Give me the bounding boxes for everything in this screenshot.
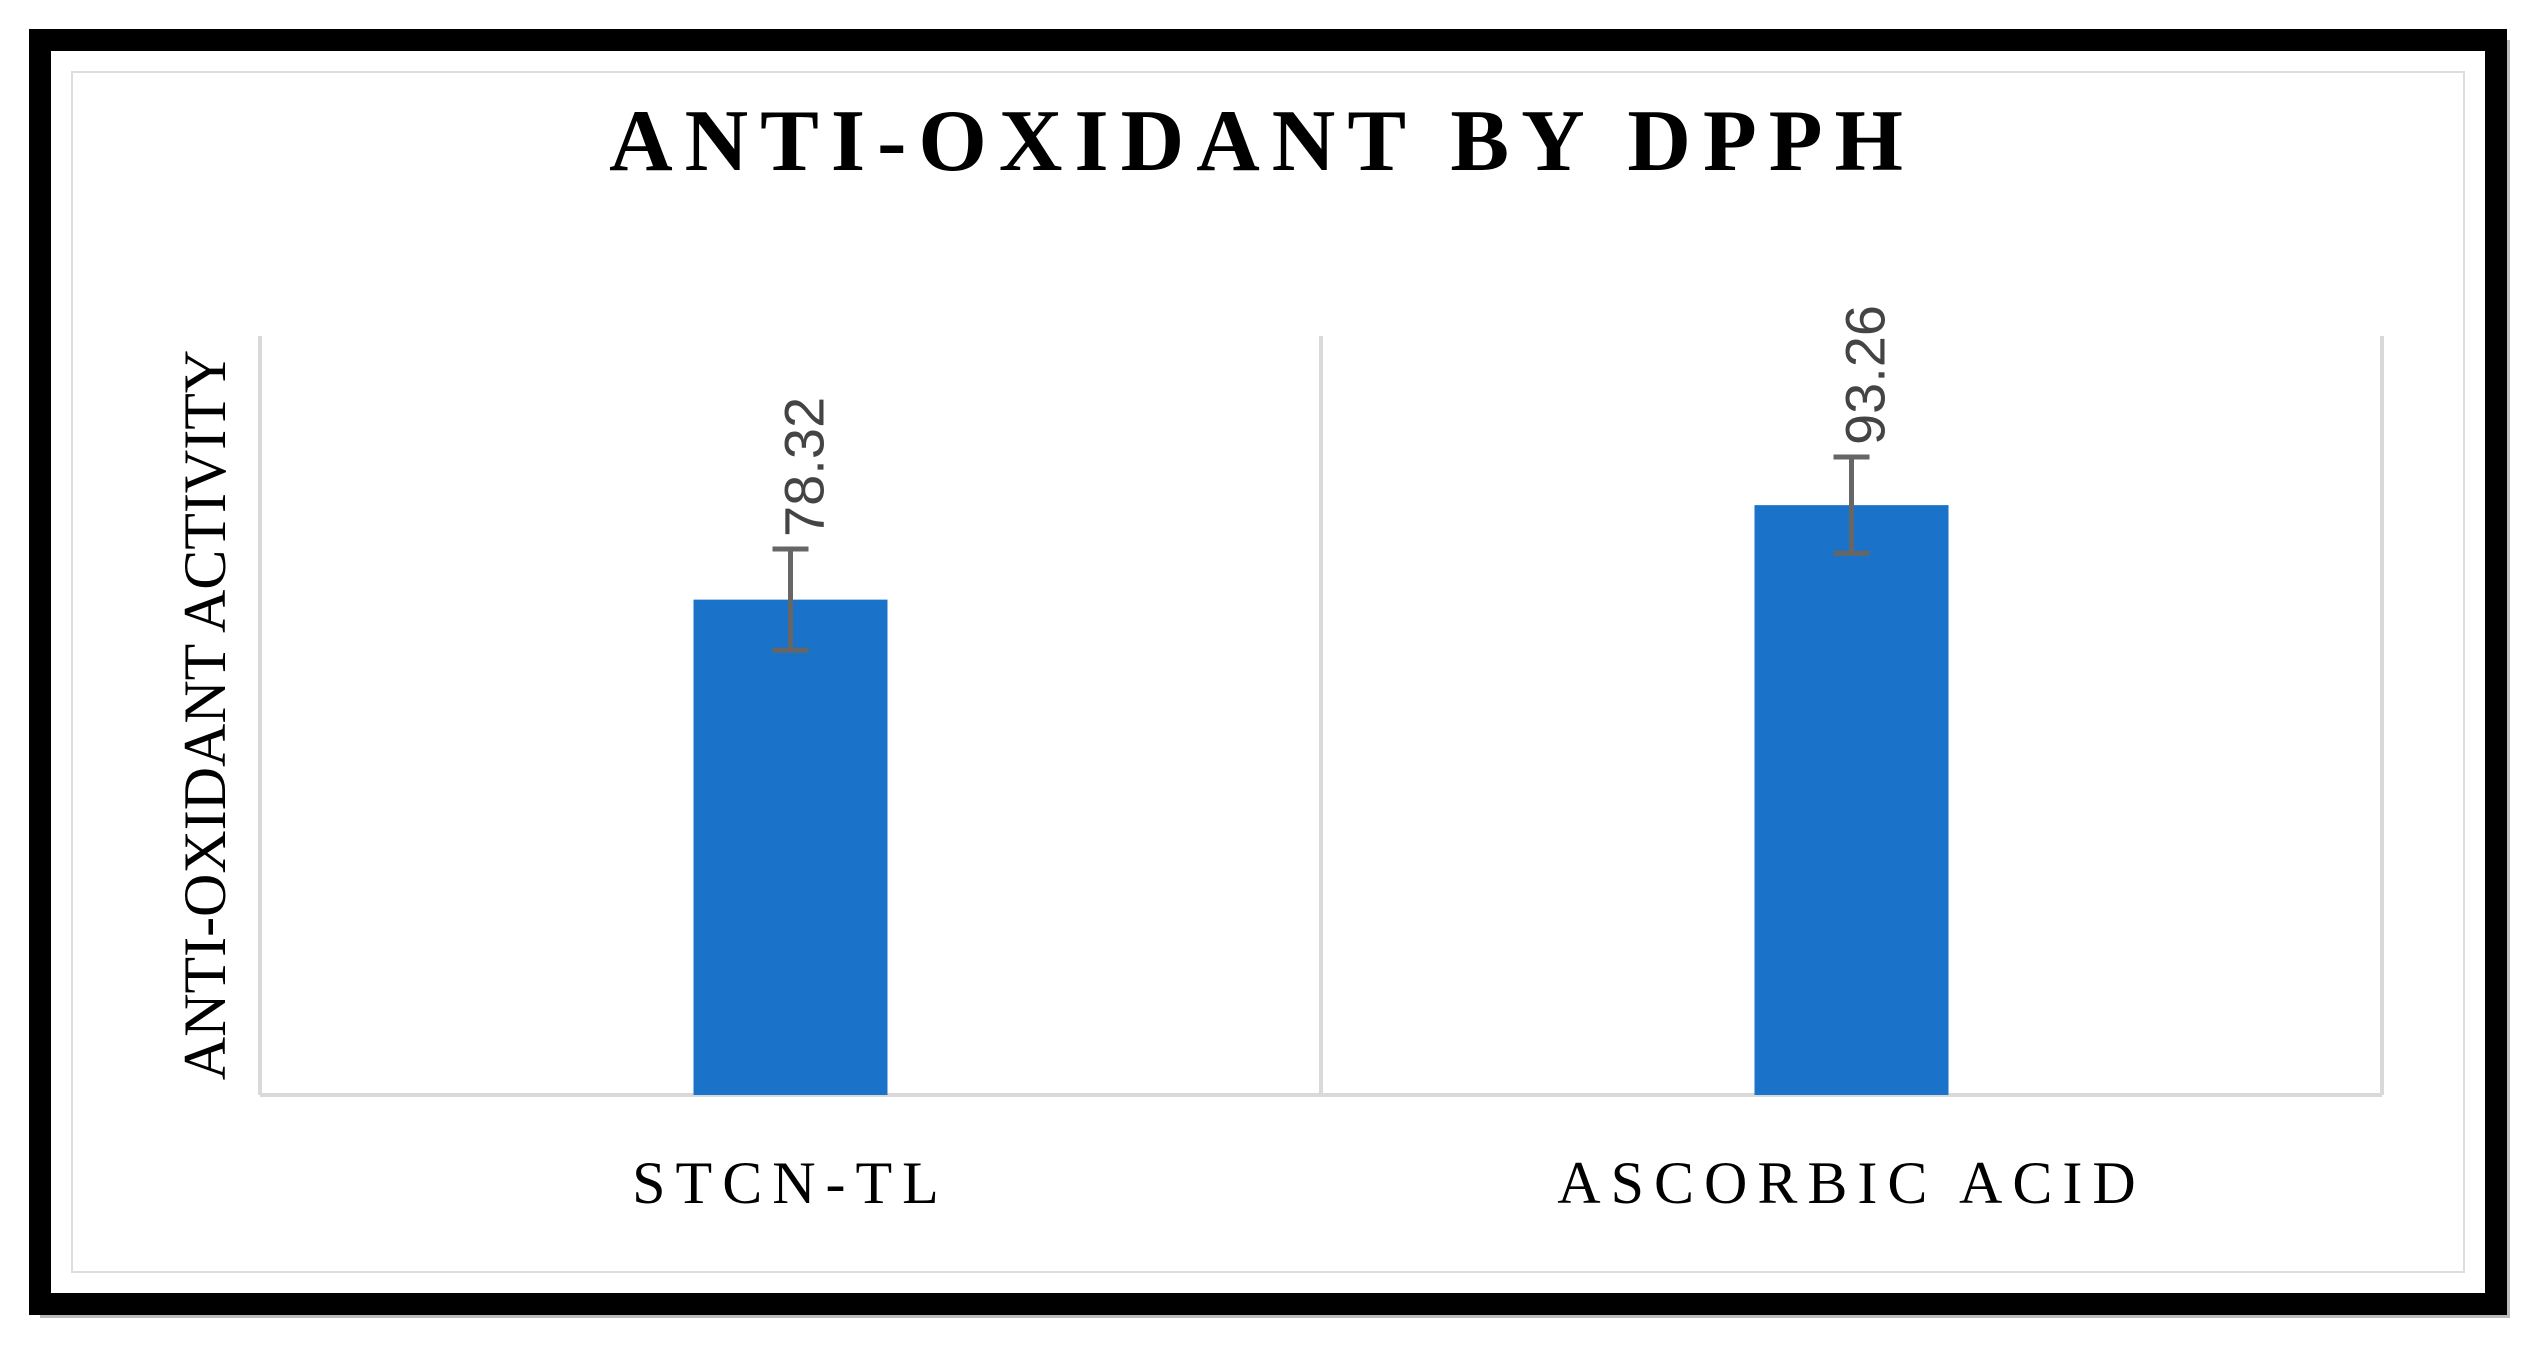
frame <box>29 29 2507 1315</box>
bar <box>1754 505 1949 1095</box>
data-label: 93.26 <box>1833 305 1896 445</box>
error-bar <box>772 546 809 653</box>
x-tick-label: ASCORBIC ACID <box>1557 1150 2145 1216</box>
y-axis-label: ANTI-OXIDANT ACTIVITY <box>172 350 238 1080</box>
chart-title: ANTI-OXIDANT BY DPPH <box>609 93 1915 190</box>
inner-border <box>71 71 2465 1273</box>
data-label: 78.32 <box>772 397 835 537</box>
bar <box>693 599 888 1095</box>
x-tick-label: STCN-TL <box>632 1150 949 1216</box>
error-bar <box>1833 454 1870 556</box>
